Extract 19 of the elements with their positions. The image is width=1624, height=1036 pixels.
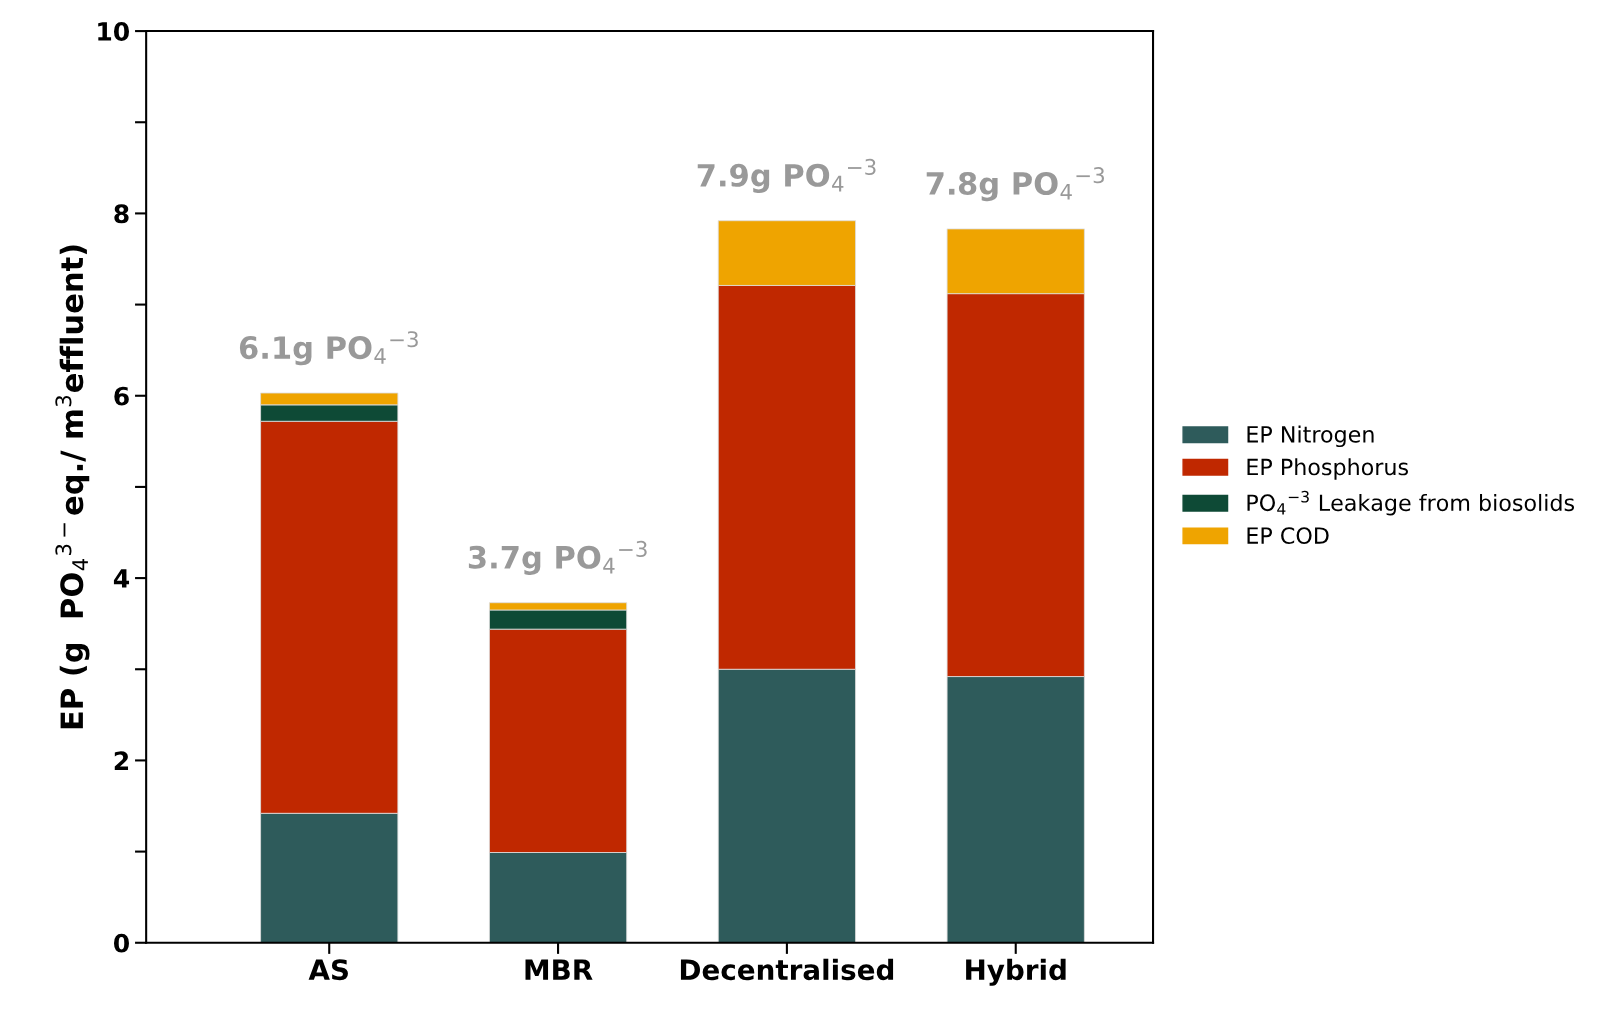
total-label: 7.8g PO$_{4}$$^{−3}$: [926, 167, 1104, 202]
total-label: 7.9g PO$_{4}$$^{−3}$: [697, 158, 876, 193]
legend-label: PO$_{4}$$^{−3}$ Leakage from biosolids: [1247, 490, 1575, 516]
x-tick-label: Decentralised: [680, 958, 894, 981]
legend-label: EP Phosphorus: [1247, 458, 1408, 480]
y-tick-label: 8: [114, 204, 129, 224]
y-tick-label: 0: [113, 933, 129, 953]
y-tick-label: 4: [113, 569, 130, 588]
y-tick-label: 2: [114, 751, 129, 770]
legend-label: EP Nitrogen: [1247, 425, 1374, 448]
x-tick-label: Hybrid: [966, 958, 1066, 986]
y-tick-label: 6: [114, 386, 129, 406]
total-label: 3.7g PO$_{4}$$^{−3}$: [468, 540, 647, 575]
y-axis-title: EP (g PO$_{4}$$^{3−}$eq./ m$^{3}$effluent): [55, 245, 90, 729]
legend-label: EP COD: [1247, 527, 1329, 544]
x-tick-label: MBR: [525, 959, 593, 980]
y-tick-label: 10: [98, 22, 129, 41]
x-tick-label: AS: [308, 959, 348, 981]
total-label: 6.1g PO$_{4}$$^{−3}$: [239, 331, 418, 366]
